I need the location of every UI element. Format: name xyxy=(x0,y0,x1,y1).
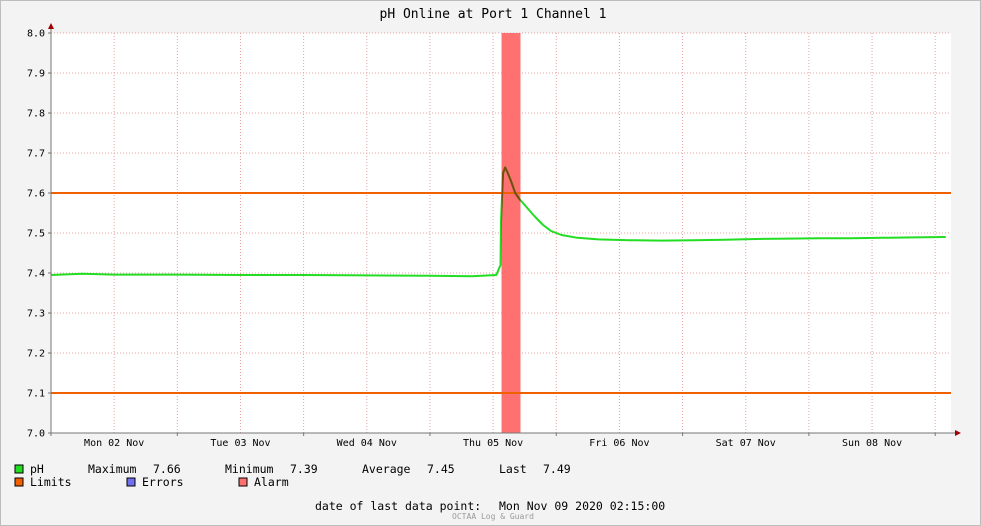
plot-area xyxy=(48,23,961,436)
legend-item-limits: Limits xyxy=(14,475,72,489)
y-tick-label: 7.2 xyxy=(27,349,45,360)
y-tick-label: 7.0 xyxy=(27,429,45,440)
legend-swatch-alarm xyxy=(238,477,248,487)
stat-last-label: Last xyxy=(499,462,527,476)
stat-maximum-value: 7.66 xyxy=(153,462,181,476)
stat-average-label: Average xyxy=(362,462,411,476)
x-tick-label: Sun 08 Nov xyxy=(842,438,902,449)
legend-swatch-errors xyxy=(126,477,136,487)
x-tick-label: Sat 07 Nov xyxy=(716,438,776,449)
legend-label-alarm: Alarm xyxy=(254,475,289,489)
x-tick-label: Thu 05 Nov xyxy=(463,438,523,449)
y-tick-label: 7.9 xyxy=(27,69,45,80)
legend-item-errors: Errors xyxy=(126,475,184,489)
legend: pH Maximum 7.66 Minimum 7.39 Average 7.4… xyxy=(14,462,571,489)
y-tick-label: 7.4 xyxy=(27,269,45,280)
legend-swatch-limits xyxy=(14,477,24,487)
y-tick-label: 8.0 xyxy=(27,29,45,40)
x-tick-label: Wed 04 Nov xyxy=(337,438,397,449)
y-tick-label: 7.6 xyxy=(27,189,45,200)
last-data-point-value: Mon Nov 09 2020 02:15:00 xyxy=(499,499,665,513)
alarm-band xyxy=(501,33,521,433)
x-tick-label: Fri 06 Nov xyxy=(589,438,649,449)
y-axis-arrow xyxy=(48,23,54,29)
y-tick-label: 7.5 xyxy=(27,229,45,240)
x-axis-arrow xyxy=(955,430,961,436)
stat-average-value: 7.45 xyxy=(427,462,455,476)
stat-maximum-label: Maximum xyxy=(88,462,137,476)
y-tick-label: 7.7 xyxy=(27,149,45,160)
y-tick-label: 7.8 xyxy=(27,109,45,120)
legend-swatch-ph xyxy=(14,464,24,474)
y-axis-ticks: 7.0 7.1 7.2 7.3 7.4 7.5 7.6 7.7 7.8 7.9 8.0 xyxy=(27,29,51,440)
watermark: OCTAA Log & Guard xyxy=(452,512,534,521)
legend-item-alarm: Alarm xyxy=(238,475,289,489)
x-tick-label: Tue 03 Nov xyxy=(210,438,270,449)
legend-item-ph: pH xyxy=(14,462,44,476)
legend-label-errors: Errors xyxy=(142,475,184,489)
ph-series-line-alarm-segment xyxy=(501,166,521,263)
last-data-point-label: date of last data point: xyxy=(315,499,481,513)
stat-minimum-value: 7.39 xyxy=(290,462,318,476)
x-axis-ticks: Mon 02 Nov Tue 03 Nov Wed 04 Nov Thu 05 Nov… xyxy=(50,433,936,449)
y-tick-label: 7.1 xyxy=(27,389,45,400)
chart-title: pH Online at Port 1 Channel 1 xyxy=(380,7,607,22)
y-tick-label: 7.3 xyxy=(27,309,45,320)
x-tick-label: Mon 02 Nov xyxy=(84,438,144,449)
stat-minimum-label: Minimum xyxy=(225,462,274,476)
legend-label-limits: Limits xyxy=(30,475,72,489)
legend-label-ph: pH xyxy=(30,462,44,476)
stat-last-value: 7.49 xyxy=(543,462,571,476)
